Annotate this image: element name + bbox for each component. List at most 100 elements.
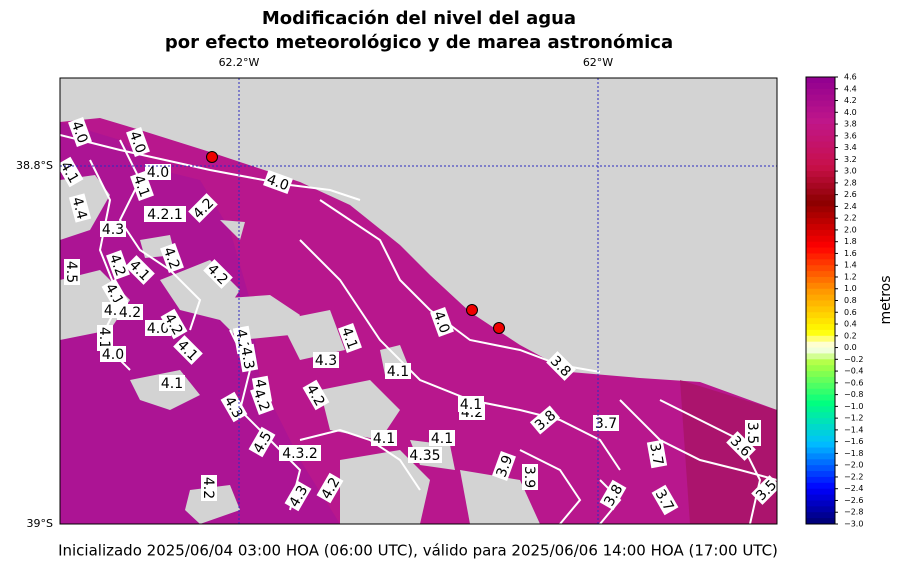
colorbar-segment [806,253,835,260]
colorbar-tick-label: 3.6 [844,131,857,140]
colorbar-segment [806,94,835,102]
contour-label: 3.7 [646,439,668,469]
contour-label: 3.5 [744,420,761,446]
contour-label-bg [145,164,171,180]
colorbar-segment [806,165,835,172]
contour-label-text: 4.3 [102,222,124,238]
contour-label: 4.1 [371,430,397,447]
colorbar-segment [806,388,835,396]
contour-label: 4.2 [200,475,217,501]
colorbar-segment [806,424,835,431]
colorbar-tick-label: −2.2 [844,472,863,481]
colorbar-segment [806,382,835,390]
colorbar-segment [806,324,835,331]
colorbar-tick-label: 2.2 [844,214,857,223]
colorbar-tick-label: 3.2 [844,155,857,164]
lat-label: 39°S [27,517,53,530]
colorbar-segment [806,141,835,149]
colorbar-segment [806,171,835,178]
colorbar-segment [806,218,835,225]
colorbar-tick-label: 3.8 [844,120,857,129]
contour-label-bg [68,117,92,147]
colorbar-segment [806,88,835,96]
contour-label-bg [160,243,184,273]
colorbar-tick-label: 0.8 [844,296,857,305]
contour-label: 4.0 [68,117,92,147]
colorbar-segment [806,518,835,525]
colorbar-segment [806,365,835,372]
colorbar-segment [806,476,835,484]
contour-label-bg [100,221,126,237]
contour-label: 4.5 [63,259,80,285]
contour-label: 4.3 [237,343,259,373]
contour-label-bg [160,308,188,340]
contour-label-text: 4.0 [102,347,124,363]
colorbar-tick-label: 0.0 [844,343,857,352]
map-frame [59,77,778,525]
title-line: Modificación del nivel del agua [262,8,576,29]
colorbar-segment [806,82,835,90]
colorbar-segment [806,394,835,401]
colorbar-segment [806,176,835,184]
lon-label: 62°W [583,56,613,69]
station [206,151,218,163]
contour-label-bg [522,464,538,490]
colorbar-tick-label: −3.0 [844,520,863,529]
colorbar-tick-label: 4.0 [844,108,857,117]
colorbar-tick-label: 3.4 [844,143,857,152]
contour-label-bg [371,430,397,446]
colorbar-segment [806,329,835,337]
contour-label: 4.2 [117,304,143,321]
graticule [60,78,777,524]
colorbar-segment [806,376,835,384]
contour-label-bg [429,430,455,446]
colorbar-tick-label: 0.4 [844,320,857,329]
colorbar-tick-label: −1.2 [844,414,863,423]
colorbar-segment [806,265,835,272]
colorbar-segment [806,294,835,301]
colorbar-segment [806,200,835,207]
colorbar-segment [806,235,835,243]
contour-label: 4.0 [145,320,171,337]
colorbar-tick-label: 4.4 [844,84,857,93]
colorbar-segment [806,135,835,143]
lat-label: 38.8°S [16,159,53,172]
colorbar-segment [806,406,835,413]
contour-label-text: 4.1 [387,364,409,380]
title-line: por efecto meteorológico y de marea astr… [165,32,673,53]
colorbar-tick-label: 2.6 [844,190,857,199]
contour-label-bg [248,426,276,458]
colorbar-segment [806,159,835,166]
contour-label-text: 4.2.1 [147,207,183,223]
contour-label-bg [313,352,339,368]
colorbar-segment [806,241,835,249]
contour-label-bg [593,415,619,431]
contour-label-bg [385,363,411,379]
colorbar-segment [806,353,835,360]
contour-label-text: 4.2 [160,245,183,271]
contour-label-bg [100,346,126,362]
colorbar-segment [806,441,835,449]
contour-label: 4.2 [106,250,130,280]
colorbar-segment [806,129,835,137]
contour-label: 4.4 [68,193,92,223]
contour-label-text: 3.7 [646,442,666,467]
colorbar-label: metros [878,275,894,324]
contour-label-text: 4.0 [68,119,91,145]
colorbar-tick-label: 1.0 [844,284,857,293]
contour-label-bg [338,323,362,353]
colorbar-tick-label: 2.0 [844,225,857,234]
colorbar-segment [806,259,835,266]
colorbar-segment [806,147,835,154]
contour-label-bg [173,335,203,365]
colorbar-tick-label: 2.4 [844,202,857,211]
station-markers [206,151,505,334]
contour-label-bg [106,250,130,280]
contour-label-bg [546,351,576,381]
colorbar-segment [806,447,835,454]
contour-label-bg [237,343,259,373]
colorbar-segment [806,488,835,496]
colorbar-tick-label: −0.6 [844,378,863,387]
contour-label-bg [745,420,761,446]
contour-label-text: 4.5 [63,261,79,283]
